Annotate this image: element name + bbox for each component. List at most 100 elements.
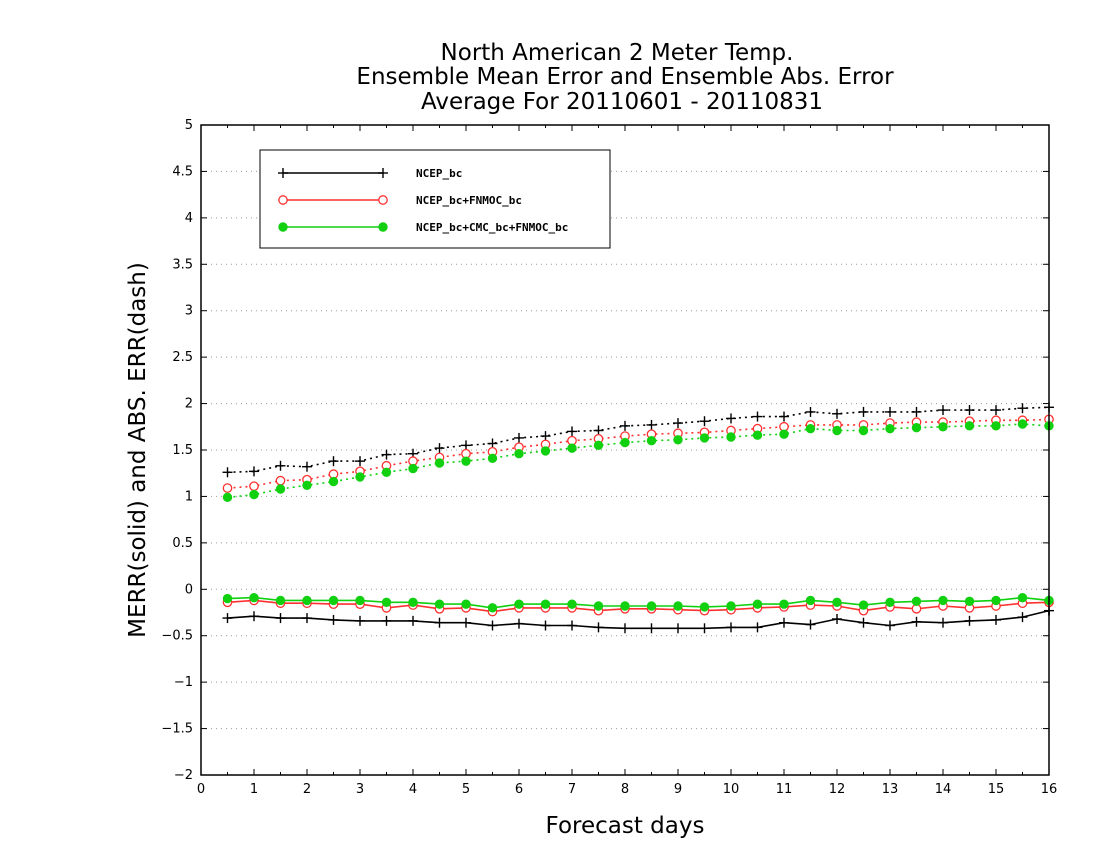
plus-marker <box>885 620 895 631</box>
filled-circle-marker <box>378 222 388 232</box>
legend-box <box>259 149 611 249</box>
plus-marker <box>1017 403 1028 414</box>
filled-circle-marker <box>858 600 869 610</box>
x-axis-label: Forecast days <box>546 813 705 839</box>
y-tick-label: −1.5 <box>161 722 193 737</box>
title-line-2: Ensemble Mean Error and Ensemble Abs. Er… <box>356 64 894 90</box>
filled-circle-marker <box>673 435 683 445</box>
filled-circle-marker <box>673 601 683 611</box>
plus-marker <box>726 413 736 424</box>
filled-circle-marker <box>726 601 736 611</box>
plus-marker <box>858 406 869 417</box>
filled-circle-marker <box>991 595 1001 606</box>
plus-marker <box>593 622 604 633</box>
filled-circle-marker <box>805 423 816 434</box>
filled-circle-marker <box>885 423 895 434</box>
filled-circle-marker <box>858 425 869 436</box>
x-tick-label: 1 <box>250 782 258 797</box>
plus-marker <box>673 418 683 429</box>
plus-marker <box>593 425 604 436</box>
x-tick-label: 16 <box>1041 782 1058 797</box>
series-2 <box>222 414 1054 617</box>
filled-circle-marker <box>514 599 524 609</box>
filled-circle-marker <box>540 446 551 456</box>
filled-circle-marker <box>699 602 710 612</box>
axis-ticks: −2−1.5−1−0.500.511.522.533.544.550 1 2 3 4 5 6… <box>161 118 1057 797</box>
filled-circle-marker <box>434 458 445 468</box>
filled-circle-marker <box>699 433 710 443</box>
y-tick-label: 2 <box>185 397 193 412</box>
filled-circle-marker <box>275 595 286 606</box>
plus-marker <box>805 406 816 417</box>
plus-marker <box>434 617 445 628</box>
plus-marker <box>858 617 869 628</box>
mean-error-line <box>227 596 1050 609</box>
plus-marker <box>249 611 259 622</box>
x-tick-label: 11 <box>776 782 793 797</box>
y-tick-label: 0.5 <box>172 536 193 551</box>
plus-marker <box>673 623 683 634</box>
filled-circle-marker <box>752 430 763 440</box>
filled-circle-marker <box>355 595 365 606</box>
filled-circle-marker <box>249 489 259 500</box>
open-circle-marker <box>378 195 388 205</box>
filled-circle-marker <box>911 423 922 433</box>
x-tick-label: 5 <box>462 782 470 797</box>
filled-circle-marker <box>805 595 816 606</box>
y-tick-label: −0.5 <box>161 629 193 644</box>
plus-marker <box>620 623 630 634</box>
plus-marker <box>328 456 339 467</box>
y-tick-label: 5 <box>185 118 193 133</box>
plus-marker <box>461 617 471 628</box>
y-tick-label: 4.5 <box>172 164 193 179</box>
filled-circle-marker <box>249 592 259 603</box>
filled-circle-marker <box>514 449 524 459</box>
filled-circle-marker <box>408 597 418 607</box>
open-circle-marker <box>278 195 288 205</box>
plus-marker <box>620 420 630 431</box>
plus-marker <box>699 623 710 634</box>
plus-marker <box>434 443 445 454</box>
x-tick-label: 9 <box>674 782 682 797</box>
y-axis-label: MERR(solid) and ABS. ERR(dash) <box>125 262 151 638</box>
plus-marker <box>699 416 710 427</box>
filled-circle-marker <box>752 599 763 609</box>
abs-error-line <box>227 418 1050 489</box>
plus-marker <box>381 449 392 460</box>
filled-circle-marker <box>381 597 392 607</box>
filled-circle-marker <box>938 595 948 606</box>
plus-marker <box>540 431 551 442</box>
open-circle-marker <box>249 481 259 492</box>
plus-marker <box>779 617 789 628</box>
y-tick-label: 3.5 <box>172 257 193 272</box>
title-line-3: Average For 20110601 - 20110831 <box>421 89 823 115</box>
filled-circle-marker <box>620 601 630 611</box>
open-circle-marker <box>275 475 286 486</box>
plus-marker <box>514 618 524 629</box>
x-tick-label: 12 <box>829 782 846 797</box>
filled-circle-marker <box>779 429 789 439</box>
chart-title: North American 2 Meter Temp. Ensemble Me… <box>356 40 894 115</box>
filled-circle-marker <box>487 603 498 613</box>
plus-marker <box>487 620 498 631</box>
plus-marker <box>222 467 233 478</box>
filled-circle-marker <box>646 436 657 446</box>
filled-circle-marker <box>646 601 657 611</box>
plus-marker <box>911 616 922 627</box>
plus-marker <box>222 613 233 624</box>
legend-label: NCEP_bc+FNMOC_bc <box>416 194 522 207</box>
plus-marker <box>355 615 365 626</box>
plus-marker <box>328 614 339 625</box>
filled-circle-marker <box>620 437 630 448</box>
filled-circle-marker <box>885 597 895 607</box>
plus-marker <box>752 622 763 633</box>
y-tick-label: 1.5 <box>172 443 193 458</box>
filled-circle-marker <box>434 599 445 609</box>
x-tick-label: 15 <box>988 782 1005 797</box>
filled-circle-marker <box>991 421 1001 431</box>
plus-marker <box>278 168 288 178</box>
filled-circle-marker <box>726 432 736 442</box>
plus-marker <box>567 620 577 631</box>
filled-circle-marker <box>911 596 922 607</box>
